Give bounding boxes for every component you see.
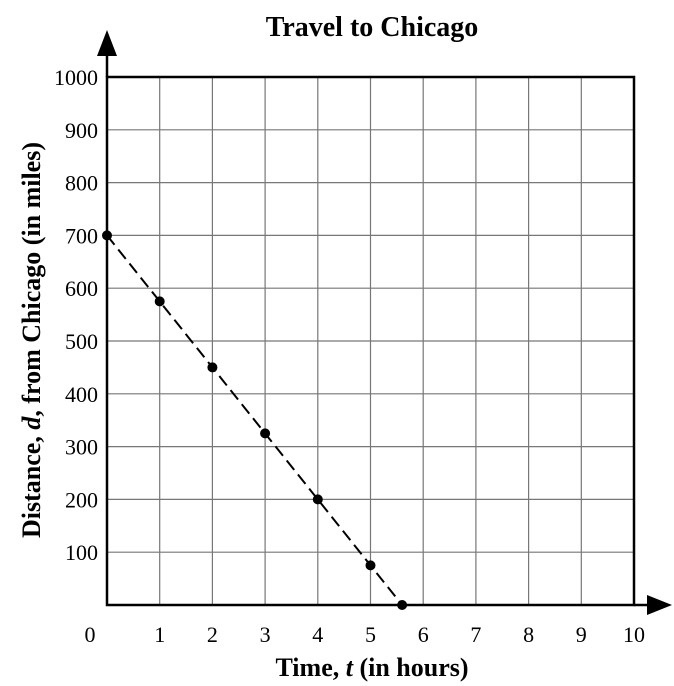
x-tick-label: 2 xyxy=(207,622,218,647)
data-point xyxy=(260,428,271,439)
x-tick-label: 10 xyxy=(623,622,645,647)
grid xyxy=(107,77,634,605)
x-tick-label: 4 xyxy=(312,622,323,647)
x-tick-label: 5 xyxy=(365,622,376,647)
x-tick-label: 7 xyxy=(470,622,481,647)
x-axis-label-variable: t xyxy=(346,653,354,682)
y-axis-arrow xyxy=(97,30,117,56)
x-tick-label: 0 xyxy=(85,622,96,647)
y-tick-label: 900 xyxy=(65,118,98,143)
x-tick-label: 3 xyxy=(260,622,271,647)
data-point xyxy=(365,560,376,571)
data-point xyxy=(312,494,323,505)
x-tick-labels: 0 1 2 3 4 5 6 7 8 9 10 xyxy=(85,622,646,647)
x-axis-arrow xyxy=(647,595,672,615)
data-point xyxy=(154,296,165,307)
y-tick-label: 700 xyxy=(65,223,98,248)
y-axis-label-prefix: Distance, xyxy=(17,430,46,538)
y-tick-label: 200 xyxy=(65,487,98,512)
axes xyxy=(97,30,672,615)
y-tick-label: 600 xyxy=(65,276,98,301)
y-tick-label: 100 xyxy=(65,540,98,565)
y-tick-labels: 100 200 300 400 500 600 700 800 900 1000 xyxy=(54,65,98,565)
x-tick-label: 1 xyxy=(154,622,165,647)
x-tick-label: 8 xyxy=(523,622,534,647)
y-tick-label: 500 xyxy=(65,329,98,354)
y-tick-label: 1000 xyxy=(54,65,98,90)
data-point xyxy=(207,362,218,373)
x-axis-label: Time, t (in hours) xyxy=(275,653,468,682)
y-axis-label-variable: d xyxy=(17,416,46,430)
plot-border xyxy=(105,75,636,607)
y-tick-label: 800 xyxy=(65,171,98,196)
x-axis-label-suffix: (in hours) xyxy=(353,653,469,682)
data-series xyxy=(102,230,408,610)
chart-title: Travel to Chicago xyxy=(266,12,479,43)
y-tick-label: 300 xyxy=(65,435,98,460)
x-tick-label: 6 xyxy=(418,622,429,647)
y-axis-label: Distance, d, from Chicago (in miles) xyxy=(17,142,46,538)
y-tick-label: 400 xyxy=(65,382,98,407)
trend-line xyxy=(106,234,403,606)
y-axis-label-suffix: , from Chicago (in miles) xyxy=(17,142,46,417)
data-point xyxy=(397,600,408,610)
data-point xyxy=(102,230,112,241)
x-tick-label: 9 xyxy=(576,622,587,647)
x-axis-label-prefix: Time, xyxy=(275,653,345,682)
